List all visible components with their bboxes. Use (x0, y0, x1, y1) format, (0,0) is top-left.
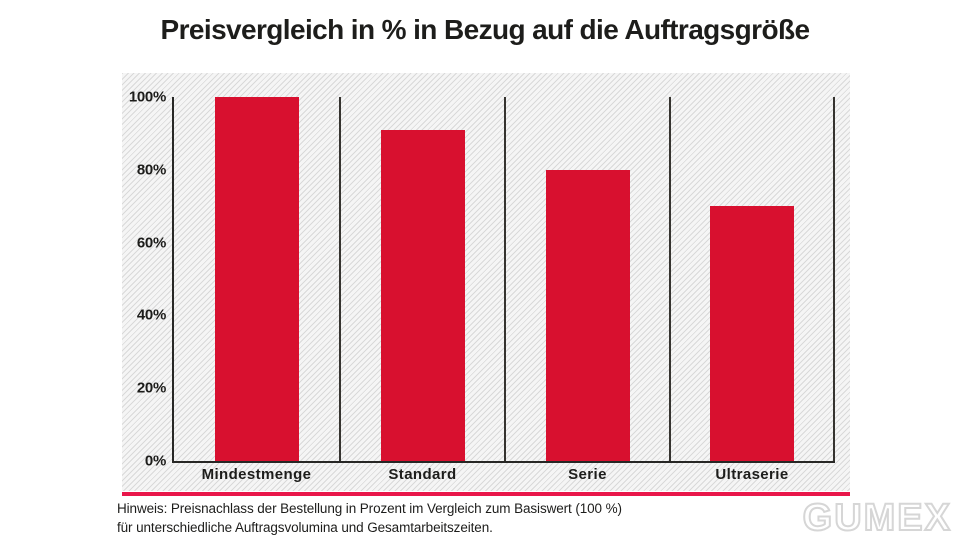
bar-serie (545, 169, 630, 461)
x-category-label: Mindestmenge (201, 466, 312, 483)
y-tick-label: 80% (136, 161, 166, 179)
y-tick-label: 40% (136, 306, 166, 324)
footnote-line-2: für unterschiedliche Auftragsvolumina un… (117, 519, 493, 535)
column-separator (339, 97, 341, 461)
x-category-label: Standard (388, 466, 457, 483)
brand-logo: GUMEX (802, 496, 952, 540)
bar-chart: 0% 20% 40% 60% 80% 100% Mindestmenge Standard Se… (122, 73, 850, 491)
bar-standard (380, 129, 465, 461)
column-separator (833, 97, 835, 461)
footnote-line-1: Hinweis: Preisnachlass der Bestellung in… (117, 501, 622, 516)
column-separator (669, 97, 671, 461)
y-tick-label: 100% (128, 88, 166, 106)
x-axis-line (172, 461, 835, 463)
x-category-label: Ultraserie (715, 466, 789, 483)
column-separator (504, 97, 506, 461)
bar-ultraserie (710, 206, 794, 461)
y-tick-label: 20% (136, 379, 166, 397)
x-category-label: Serie (568, 466, 607, 483)
y-tick-label: 0% (144, 452, 166, 470)
y-axis-line (172, 97, 174, 461)
divider-rule (122, 492, 850, 496)
y-tick-label: 60% (136, 234, 166, 252)
footnote: Hinweis: Preisnachlass der Bestellung in… (117, 500, 622, 537)
bar-mindestmenge (214, 97, 299, 461)
chart-title: Preisvergleich in % in Bezug auf die Auf… (160, 14, 810, 45)
